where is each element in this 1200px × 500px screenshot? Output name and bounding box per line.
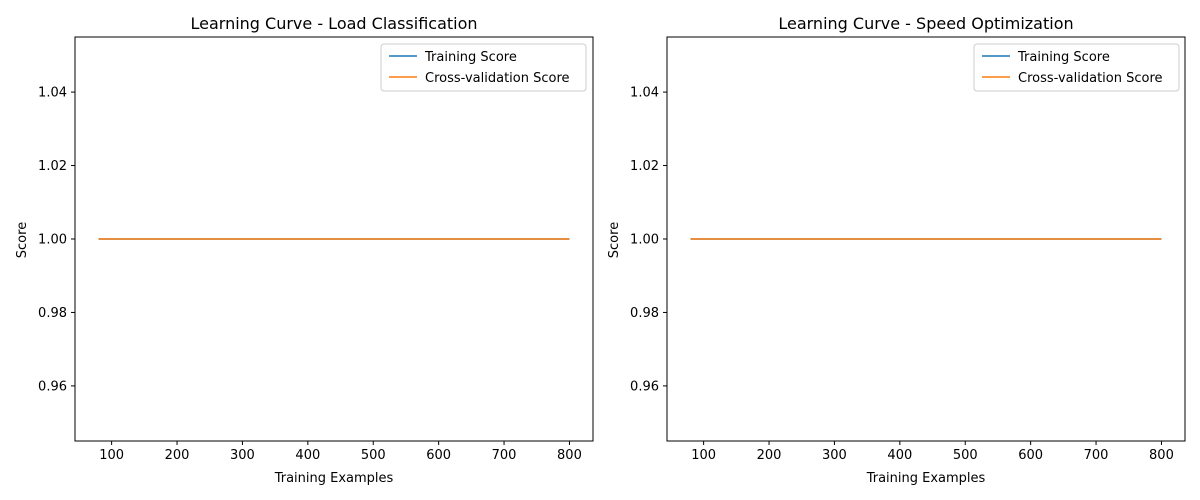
x-tick-label: 800 xyxy=(1149,448,1174,463)
legend-label-cross-validation-score: Cross-validation Score xyxy=(425,71,570,86)
x-tick-label: 300 xyxy=(822,448,847,463)
y-tick-label: 1.00 xyxy=(630,233,659,248)
y-ticks: 0.96 0.98 1.00 1.02 1.04 xyxy=(630,86,667,394)
legend-box xyxy=(973,43,1180,92)
x-tick-label: 100 xyxy=(99,448,124,463)
x-axis-label: Training Examples xyxy=(274,471,394,486)
chart-load-classification: Learning Curve - Load Classification Tra… xyxy=(15,14,594,486)
legend: Training Score Cross-validation Score xyxy=(973,43,1180,92)
x-ticks: 100 200 300 400 500 600 700 800 xyxy=(691,441,1174,463)
y-tick-label: 1.04 xyxy=(630,86,659,101)
x-tick-label: 800 xyxy=(557,448,582,463)
chart-speed-optimization: Learning Curve - Speed Optimization Trai… xyxy=(607,14,1186,486)
x-tick-label: 500 xyxy=(953,448,978,463)
x-tick-label: 200 xyxy=(165,448,190,463)
legend-label-training-score: Training Score xyxy=(1017,50,1110,65)
legend-label-training-score: Training Score xyxy=(424,50,517,65)
x-tick-label: 400 xyxy=(887,448,912,463)
y-tick-label: 0.96 xyxy=(630,379,659,394)
y-tick-label: 1.00 xyxy=(38,233,67,248)
x-tick-label: 700 xyxy=(492,448,517,463)
x-tick-label: 100 xyxy=(691,448,716,463)
y-tick-label: 0.98 xyxy=(38,306,67,321)
y-axis-label: Score xyxy=(15,222,30,258)
x-tick-label: 400 xyxy=(295,448,320,463)
x-axis-label: Training Examples xyxy=(866,471,986,486)
y-tick-label: 1.04 xyxy=(38,86,67,101)
y-tick-label: 0.96 xyxy=(38,379,67,394)
plot-area-frame xyxy=(74,36,594,442)
x-tick-label: 500 xyxy=(361,448,386,463)
x-tick-label: 600 xyxy=(1018,448,1043,463)
x-ticks: 100 200 300 400 500 600 700 800 xyxy=(99,441,582,463)
legend-label-cross-validation-score: Cross-validation Score xyxy=(1018,71,1163,86)
chart-title: Learning Curve - Speed Optimization xyxy=(778,14,1073,33)
y-tick-label: 1.02 xyxy=(38,159,67,174)
plot-area-frame xyxy=(666,36,1186,442)
legend-box xyxy=(380,43,587,92)
legend: Training Score Cross-validation Score xyxy=(380,43,587,92)
y-ticks: 0.96 0.98 1.00 1.02 1.04 xyxy=(38,86,75,394)
chart-title: Learning Curve - Load Classification xyxy=(190,14,477,33)
x-tick-label: 300 xyxy=(230,448,255,463)
x-tick-label: 600 xyxy=(426,448,451,463)
x-tick-label: 700 xyxy=(1084,448,1109,463)
y-tick-label: 0.98 xyxy=(630,306,659,321)
y-tick-label: 1.02 xyxy=(630,159,659,174)
y-axis-label: Score xyxy=(607,222,622,258)
x-tick-label: 200 xyxy=(757,448,782,463)
